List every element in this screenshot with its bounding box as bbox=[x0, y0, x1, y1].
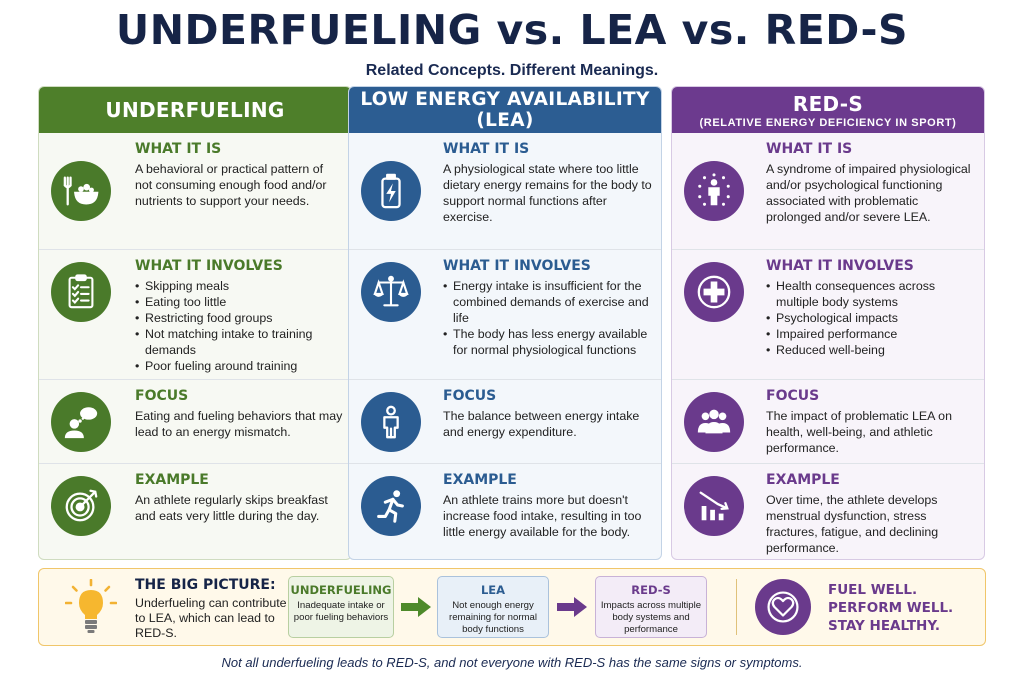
battery-icon bbox=[361, 161, 421, 221]
list-item: Skipping meals bbox=[135, 278, 343, 294]
section-body: A physiological state where too little d… bbox=[443, 162, 652, 224]
section-body: Eating and fueling behaviors that may le… bbox=[135, 409, 343, 439]
section-focus: FOCUS The balance between energy intake … bbox=[349, 380, 661, 464]
column-title: UNDERFUELING bbox=[105, 98, 285, 122]
section-body: The impact of problematic LEA on health,… bbox=[766, 409, 952, 455]
section-what-it-is: WHAT IT IS A physiological state where t… bbox=[349, 133, 661, 250]
arrow-right-icon bbox=[401, 597, 431, 617]
section-body: The balance between energy intake and en… bbox=[443, 409, 640, 439]
checklist-icon bbox=[51, 262, 111, 322]
slogan-line: PERFORM WELL. bbox=[828, 600, 954, 616]
arrow-right-icon bbox=[557, 597, 587, 617]
flow-box-title: UNDERFUELING bbox=[290, 583, 392, 597]
medical-cross-icon bbox=[684, 262, 744, 322]
thinking-person-icon bbox=[51, 392, 111, 452]
slogan: FUEL WELL. PERFORM WELL. STAY HEALTHY. bbox=[828, 581, 953, 635]
red-s-column: RED-S (RELATIVE ENERGY DEFICIENCY IN SPO… bbox=[671, 86, 985, 560]
section-example: EXAMPLE Over time, the athlete develops … bbox=[672, 464, 984, 559]
big-picture-title: THE BIG PICTURE: bbox=[135, 577, 276, 593]
section-title: WHAT IT IS bbox=[135, 141, 222, 157]
section-body: An athlete regularly skips breakfast and… bbox=[135, 493, 328, 523]
list-item: Health consequences across multiple body… bbox=[766, 278, 976, 310]
section-body: A syndrome of impaired physiological and… bbox=[766, 162, 971, 224]
list-item: Impaired performance bbox=[766, 326, 976, 342]
target-icon bbox=[51, 476, 111, 536]
section-body: A behavioral or practical pattern of not… bbox=[135, 162, 327, 208]
person-icon bbox=[361, 392, 421, 452]
section-what-it-is: WHAT IT IS A syndrome of impaired physio… bbox=[672, 133, 984, 250]
flow-box-title: RED-S bbox=[631, 583, 671, 597]
section-what-it-involves: WHAT IT INVOLVES Energy intake is insuff… bbox=[349, 250, 661, 380]
list-item: Eating too little bbox=[135, 294, 343, 310]
column-title: RED-S bbox=[792, 91, 864, 116]
section-example: EXAMPLE An athlete trains more but doesn… bbox=[349, 464, 661, 559]
group-icon bbox=[684, 392, 744, 452]
section-body: Skipping meals Eating too little Restric… bbox=[135, 278, 343, 374]
section-title: EXAMPLE bbox=[443, 472, 517, 488]
section-title: WHAT IT INVOLVES bbox=[766, 258, 914, 274]
flow-box-body: Impacts across multiple body systems and… bbox=[600, 600, 702, 635]
list-item: Psychological impacts bbox=[766, 310, 976, 326]
section-focus: FOCUS Eating and fueling behaviors that … bbox=[39, 380, 351, 464]
column-header: UNDERFUELING bbox=[39, 87, 351, 133]
scale-icon bbox=[361, 262, 421, 322]
list-item: Restricting food groups bbox=[135, 310, 343, 326]
section-title: FOCUS bbox=[135, 388, 189, 404]
section-body: Health consequences across multiple body… bbox=[766, 278, 976, 358]
body-systems-icon bbox=[684, 161, 744, 221]
slogan-line: FUEL WELL. bbox=[828, 582, 918, 598]
section-title: EXAMPLE bbox=[766, 472, 840, 488]
fork-bowl-icon bbox=[51, 161, 111, 221]
flow-box-red-s: RED-S Impacts across multiple body syste… bbox=[595, 576, 707, 638]
section-title: FOCUS bbox=[443, 388, 497, 404]
list-item: Not matching intake to training demands bbox=[135, 326, 343, 358]
declining-chart-icon bbox=[684, 476, 744, 536]
section-title: WHAT IT INVOLVES bbox=[443, 258, 591, 274]
section-title: EXAMPLE bbox=[135, 472, 209, 488]
runner-icon bbox=[361, 476, 421, 536]
column-header: LOW ENERGY AVAILABILITY (LEA) bbox=[349, 87, 661, 133]
big-picture-panel: THE BIG PICTURE: Underfueling can contri… bbox=[38, 568, 986, 646]
flow-box-body: Inadequate intake or poor fueling behavi… bbox=[293, 600, 389, 623]
section-body: An athlete trains more but doesn't incre… bbox=[443, 493, 642, 539]
section-example: EXAMPLE An athlete regularly skips break… bbox=[39, 464, 351, 559]
section-what-it-involves: WHAT IT INVOLVES Skipping meals Eating t… bbox=[39, 250, 351, 380]
page-title: UNDERFUELING vs. LEA vs. RED-S bbox=[115, 6, 909, 54]
column-subtitle: (RELATIVE ENERGY DEFICIENCY IN SPORT) bbox=[699, 116, 957, 129]
slogan-line: STAY HEALTHY. bbox=[828, 618, 941, 634]
column-title: LOW ENERGY AVAILABILITY (LEA) bbox=[360, 89, 650, 131]
list-item: Poor fueling around training bbox=[135, 358, 343, 374]
section-title: FOCUS bbox=[766, 388, 820, 404]
section-what-it-involves: WHAT IT INVOLVES Health consequences acr… bbox=[672, 250, 984, 380]
flow-box-body: Not enough energy remaining for normal b… bbox=[449, 600, 537, 635]
heart-icon bbox=[755, 579, 811, 635]
section-body: Over time, the athlete develops menstrua… bbox=[766, 493, 939, 555]
column-header: RED-S (RELATIVE ENERGY DEFICIENCY IN SPO… bbox=[672, 87, 984, 133]
list-item: The body has less energy available for n… bbox=[443, 326, 653, 358]
page-subtitle: Related Concepts. Different Meanings. bbox=[365, 62, 659, 79]
list-item: Energy intake is insufficient for the co… bbox=[443, 278, 653, 326]
section-title: WHAT IT IS bbox=[766, 141, 853, 157]
lea-column: LOW ENERGY AVAILABILITY (LEA) WHAT IT IS… bbox=[348, 86, 662, 560]
flow-box-lea: LEA Not enough energy remaining for norm… bbox=[437, 576, 549, 638]
divider bbox=[736, 579, 737, 635]
big-picture-body: Underfueling can contribute to LEA, whic… bbox=[135, 596, 287, 640]
footnote: Not all underfueling leads to RED-S, and… bbox=[221, 655, 803, 670]
section-focus: FOCUS The impact of problematic LEA on h… bbox=[672, 380, 984, 464]
underfueling-column: UNDERFUELING WHAT IT IS A behavioral or … bbox=[38, 86, 352, 560]
section-body: Energy intake is insufficient for the co… bbox=[443, 278, 653, 358]
list-item: Reduced well-being bbox=[766, 342, 976, 358]
flow-box-title: LEA bbox=[480, 583, 506, 597]
section-what-it-is: WHAT IT IS A behavioral or practical pat… bbox=[39, 133, 351, 250]
flow-box-underfueling: UNDERFUELING Inadequate intake or poor f… bbox=[288, 576, 394, 638]
lightbulb-icon bbox=[65, 579, 117, 633]
section-title: WHAT IT INVOLVES bbox=[135, 258, 283, 274]
section-title: WHAT IT IS bbox=[443, 141, 530, 157]
